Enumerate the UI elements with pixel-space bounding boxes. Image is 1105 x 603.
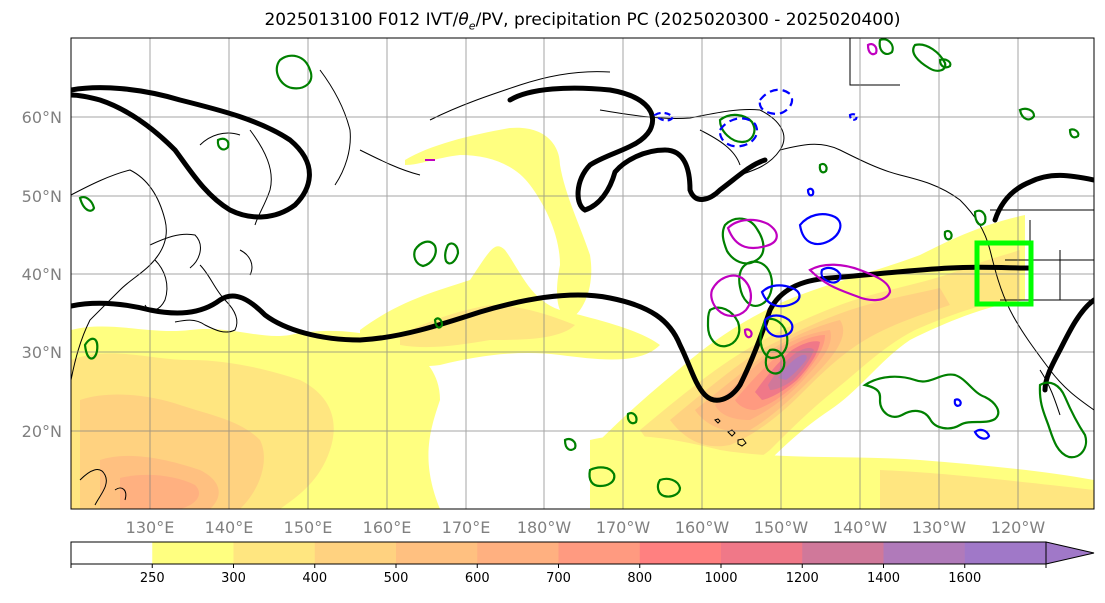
colorbar-segment [964,542,1047,564]
lat-label-50: 50°N [22,187,62,206]
colorbar: 250 300 400 500 600 700 800 1000 1200 1400 1600 [70,541,1095,586]
lon-label-180w: 180°W [517,518,572,537]
lat-label-40: 40°N [22,265,62,284]
latitude-labels: 60°N 50°N 40°N 30°N 20°N [22,108,62,441]
colorbar-segment [71,542,153,564]
colorbar-level-label: 600 [465,571,490,586]
lon-label-130e: 130°E [126,518,175,537]
title-theta: θ [458,10,469,30]
colorbar-level-label: 1400 [867,571,900,586]
colorbar-extend-arrow [1045,541,1095,565]
ivt-shading [71,127,1094,509]
longitude-labels: 130°E 140°E 150°E 160°E 170°E 180°W 170°… [126,518,1046,537]
theta-contours [425,43,892,339]
lat-label-30: 30°N [22,343,62,362]
lon-label-140w: 140°W [833,518,888,537]
colorbar-segment [883,542,966,564]
colorbar-segment [558,542,641,564]
jet-contours [71,85,1094,403]
colorbar-segment [396,542,478,564]
colorbar-segment [233,542,316,564]
colorbar-level-label: 1600 [948,571,981,586]
map-border [70,37,1095,510]
colorbar-segment [477,542,559,564]
title-prefix: 2025013100 F012 IVT/ [264,10,459,30]
lon-label-170w: 170°W [596,518,651,537]
colorbar-level-label: 300 [221,571,246,586]
lon-label-120w: 120°W [991,518,1046,537]
colorbar-level-label: 800 [627,571,652,586]
lon-label-160w: 160°W [675,518,730,537]
colorbar-level-label: 500 [384,571,409,586]
colorbar-segment [314,542,397,564]
lat-label-60: 60°N [22,108,62,127]
colorbar-level-label: 400 [302,571,327,586]
lon-label-130w: 130°W [912,518,967,537]
title-theta-subscript: e [468,19,476,33]
colorbar-ticks: 250 300 400 500 600 700 800 1000 1200 1400 1600 [70,564,1047,586]
lon-label-150w: 150°W [754,518,809,537]
target-region-box [974,240,1034,307]
lon-label-170e: 170°E [442,518,491,537]
colorbar-level-label: 1200 [786,571,819,586]
colorbar-segment [639,542,722,564]
pv-contours [653,88,991,440]
colorbar-level-label: 1000 [704,571,737,586]
colorbar-segments [71,542,1047,564]
colorbar-level-label: 700 [546,571,571,586]
title-suffix: /PV, precipitation PC (2025020300 - 2025… [475,10,901,30]
colorbar-segment [802,542,884,564]
colorbar-segment [721,542,803,564]
precip-contours [78,38,1088,498]
map-content [71,38,1094,509]
lon-label-150e: 150°E [284,518,333,537]
figure-title: 2025013100 F012 IVT/θe/PV, precipitation… [0,10,1105,32]
colorbar-level-label: 250 [140,571,165,586]
lon-label-140e: 140°E [205,518,254,537]
lon-label-160e: 160°E [363,518,412,537]
lat-label-20: 20°N [22,422,62,441]
colorbar-segment [152,542,234,564]
